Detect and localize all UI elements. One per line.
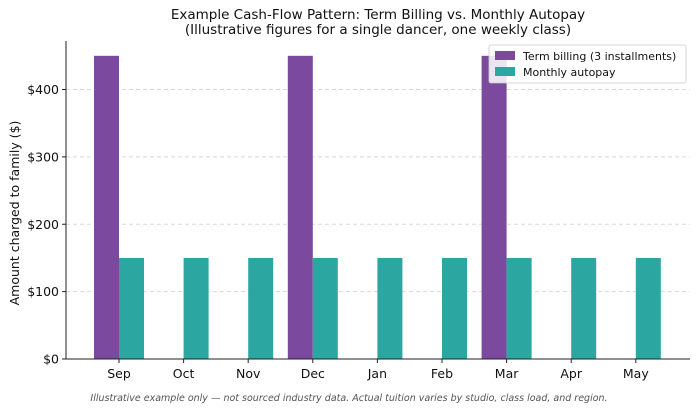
bar-monthly-autopay-mar bbox=[506, 257, 532, 359]
x-tick-label: Dec bbox=[301, 366, 325, 381]
bar-term-billing-sep bbox=[94, 55, 119, 360]
bar-term-billing-dec bbox=[287, 55, 313, 360]
y-tick-label: $400 bbox=[27, 82, 59, 97]
bar-term-billing-mar bbox=[481, 55, 507, 360]
bar-monthly-autopay-nov bbox=[248, 257, 274, 359]
bar-monthly-autopay-jan bbox=[377, 257, 403, 359]
x-tick-label: Nov bbox=[236, 366, 261, 381]
chart-title-line-1: Example Cash-Flow Pattern: Term Billing … bbox=[171, 7, 585, 23]
chart-footnote: Illustrative example only — not sourced … bbox=[90, 393, 607, 404]
chart-title-line-2: (Illustrative figures for a single dance… bbox=[185, 22, 571, 38]
bar-monthly-autopay-feb bbox=[442, 257, 467, 359]
x-tick-label: Apr bbox=[560, 366, 582, 381]
legend-label-monthly-autopay: Monthly autopay bbox=[523, 66, 616, 79]
legend: Term billing (3 installments) Monthly au… bbox=[488, 44, 687, 84]
legend-swatch-term-billing bbox=[495, 51, 515, 60]
x-ticks: Sep Oct Nov Dec Jan Feb Mar Apr May bbox=[107, 359, 649, 381]
x-tick-label: Sep bbox=[107, 366, 131, 381]
x-tick-label: May bbox=[623, 366, 649, 381]
bar-monthly-autopay-dec bbox=[312, 257, 338, 359]
x-tick-label: Jan bbox=[367, 366, 387, 381]
x-tick-label: Oct bbox=[173, 366, 195, 381]
bar-monthly-autopay-may bbox=[635, 257, 661, 359]
x-tick-label: Feb bbox=[431, 366, 453, 381]
y-tick-label: $100 bbox=[27, 284, 59, 299]
legend-label-term-billing: Term billing (3 installments) bbox=[522, 50, 676, 63]
y-tick-label: $0 bbox=[43, 352, 59, 367]
x-tick-label: Mar bbox=[495, 366, 519, 381]
y-axis-label: Amount charged to family ($) bbox=[7, 121, 22, 306]
y-tick-label: $200 bbox=[27, 217, 59, 232]
bar-monthly-autopay-apr bbox=[571, 257, 597, 359]
legend-frame bbox=[488, 44, 687, 84]
y-tick-label: $300 bbox=[27, 149, 59, 164]
bar-monthly-autopay-sep bbox=[119, 257, 144, 359]
bar-monthly-autopay-oct bbox=[183, 257, 209, 359]
legend-swatch-monthly-autopay bbox=[495, 67, 515, 76]
y-ticks: $0 $100 $200 $300 $400 bbox=[27, 82, 66, 367]
bars bbox=[94, 55, 661, 360]
